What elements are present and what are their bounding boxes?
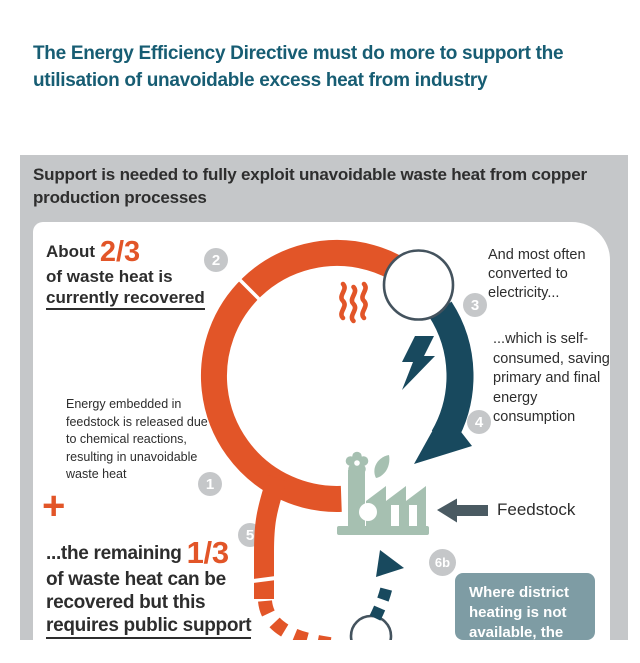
step-badge-6b: 6b bbox=[429, 549, 456, 576]
stat-remaining-line3: recovered but this bbox=[46, 592, 206, 613]
step-badge-3: 3 bbox=[463, 293, 487, 317]
panel-title: Support is needed to fully exploit unavo… bbox=[33, 165, 587, 207]
district-heating-callout: Where district heating is not available,… bbox=[455, 573, 595, 661]
stat-remaining-line1: ...the remaining 1/3 bbox=[46, 535, 230, 570]
stat-remaining: ...the remaining 1/3 of waste heat can b… bbox=[46, 535, 266, 639]
step-number: 3 bbox=[470, 296, 480, 314]
stat-recovered: About 2/3 of waste heat is currently rec… bbox=[46, 236, 246, 310]
district-heating-text: Where district heating is not available,… bbox=[469, 584, 570, 661]
text-converted-to-electricity: And most often converted to electricity.… bbox=[488, 247, 586, 301]
stat-recovered-line1: About 2/3 bbox=[46, 236, 141, 268]
step-number: 6b bbox=[434, 555, 451, 570]
fraction-two-thirds: 2/3 bbox=[99, 236, 141, 268]
page-title: The Energy Efficiency Directive must do … bbox=[33, 43, 564, 91]
stat-recovered-line3: currently recovered bbox=[46, 287, 246, 310]
step-number: 5 bbox=[245, 526, 255, 544]
fraction-one-third: 1/3 bbox=[186, 535, 230, 570]
plus-sign: + bbox=[42, 484, 66, 528]
feedstock-label: Feedstock bbox=[497, 500, 576, 519]
note-feedstock-release: Energy embedded in feedstock is released… bbox=[66, 397, 208, 481]
stat-remaining-line4: requires public support bbox=[46, 614, 266, 639]
text-self-consumed: ...which is self-consumed, saving primar… bbox=[493, 331, 610, 425]
step-badge-4: 4 bbox=[467, 410, 491, 434]
stat-recovered-line2: of waste heat is bbox=[46, 267, 173, 286]
step-number: 4 bbox=[474, 413, 484, 431]
stat-remaining-line2: of waste heat can be bbox=[46, 569, 226, 590]
